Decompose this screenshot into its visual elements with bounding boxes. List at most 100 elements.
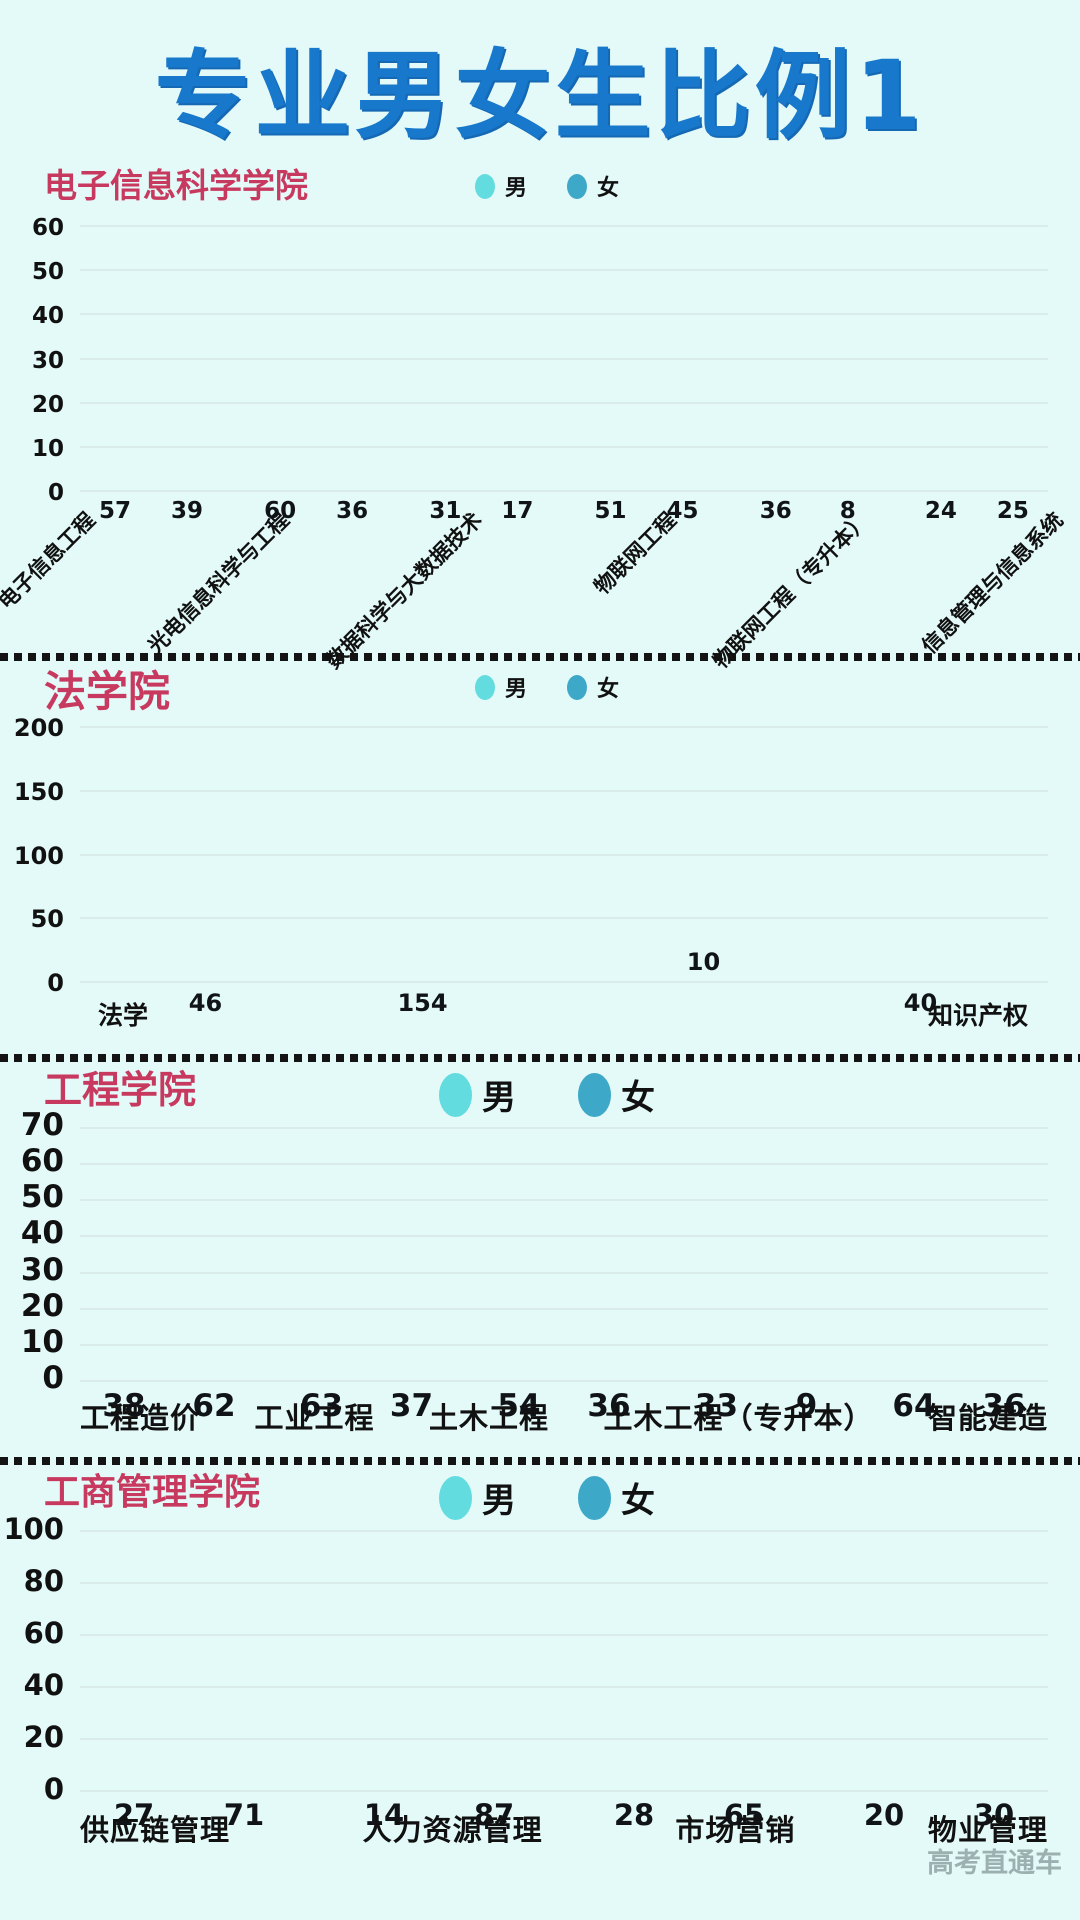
- college-title: 电子信息科学学院: [44, 166, 308, 205]
- bar-value-label: 9: [795, 1388, 818, 1424]
- y-tick-label: 0: [42, 1360, 64, 1396]
- y-tick-label: 60: [20, 1143, 64, 1180]
- x-category-text: 供应链管理: [80, 1813, 231, 1847]
- y-tick-label: 20: [23, 1720, 64, 1754]
- section-header: 工商管理学院男女: [44, 1473, 1050, 1525]
- bar-value-label: 33: [694, 1388, 739, 1424]
- gridline: [80, 1163, 1048, 1166]
- bar-value-label: 36: [336, 498, 369, 524]
- x-category-text: 智能建造: [927, 1401, 1048, 1435]
- bar-value-label: 38: [102, 1388, 146, 1424]
- gridline: [80, 1634, 1048, 1636]
- section-header: 法学院男女: [44, 668, 1050, 721]
- gridline: [80, 490, 1048, 492]
- bar-value-label: 25: [996, 498, 1029, 524]
- y-tick-label: 200: [13, 714, 64, 742]
- watermark: 高考直通车: [927, 1848, 1062, 1879]
- bar-value-label: 24: [924, 498, 957, 524]
- bar-groups: 38 62 63 37 54 36 33 9 64 36: [80, 1128, 1048, 1424]
- x-category-text: 市场营销: [675, 1813, 796, 1847]
- legend: 男女: [439, 1070, 655, 1119]
- legend-label: 男: [482, 1481, 516, 1521]
- y-tick-label: 50: [30, 905, 64, 934]
- bar-value-label: 36: [982, 1388, 1026, 1424]
- legend-label: 女: [597, 677, 620, 702]
- gridline: [80, 1307, 1048, 1310]
- y-tick-label: 40: [31, 303, 64, 330]
- bar-value-label: 62: [192, 1388, 236, 1424]
- dotted-divider: [0, 1457, 1080, 1465]
- bar-value-label: 17: [501, 498, 534, 524]
- gridline: [80, 445, 1048, 448]
- y-tick-label: 0: [47, 969, 64, 997]
- female-legend-dot-icon: [578, 1475, 611, 1520]
- x-category-text: 工业工程: [254, 1401, 375, 1435]
- x-category-text: 人力资源管理: [362, 1813, 543, 1847]
- bar-value-label: 28: [613, 1798, 655, 1832]
- bar-value-label: 30: [973, 1798, 1015, 1832]
- bar-value-label: 54: [497, 1388, 541, 1424]
- x-category-text: 数据科学与大数据技术: [321, 507, 487, 674]
- gridline: [80, 789, 1048, 792]
- x-category-text: 知识产权: [927, 1001, 1028, 1030]
- gridline: [80, 1686, 1048, 1688]
- y-tick-label: 20: [31, 391, 64, 418]
- plot-area: 0 50 100 150 200 46 154 10 40: [0, 714, 1080, 1017]
- gridline: [80, 1790, 1048, 1792]
- bar-groups: 46 154 10 40: [98, 727, 1028, 1017]
- bar-value-label: 57: [98, 498, 132, 524]
- legend-label: 女: [621, 1481, 655, 1521]
- bar-value-label: 31: [429, 498, 462, 524]
- x-category-text: 土木工程（专升本）: [603, 1401, 874, 1435]
- bar-value-label: 36: [759, 498, 792, 524]
- dotted-divider: [0, 653, 1080, 661]
- legend-label: 女: [621, 1078, 655, 1118]
- bar-value-label: 65: [723, 1798, 765, 1832]
- gridline: [80, 1530, 1048, 1532]
- bar-value-label: 87: [473, 1798, 515, 1832]
- legend-item-female: 女: [567, 671, 619, 703]
- male-legend-dot-icon: [439, 1072, 472, 1117]
- y-tick-label: 40: [20, 1215, 64, 1252]
- chart-section-0: 电子信息科学学院男女 0 10 20 30 40 50 60 57 39 60 36 31 17 51 45 3…: [0, 162, 1080, 673]
- gridline: [80, 726, 1048, 728]
- bar-value-label: 154: [397, 989, 448, 1017]
- x-category-label: 知识产权: [928, 996, 1028, 1044]
- bar-value-label: 40: [903, 989, 938, 1017]
- section-header: 工程学院 男女: [44, 1068, 1050, 1122]
- legend: 男女: [474, 170, 619, 202]
- legend-label: 男: [504, 677, 527, 702]
- gridline: [80, 1199, 1048, 1202]
- charts: 电子信息科学学院男女 0 10 20 30 40 50 60 57 39 60 36 31 17 51 45 3…: [0, 162, 1080, 1867]
- bar-value-label: 60: [264, 498, 297, 524]
- x-axis-labels: 工程造价 工业工程 土木工程 土木工程（专升本） 智能建造: [80, 1381, 1048, 1447]
- y-tick-label: 0: [47, 480, 64, 506]
- plot-area: 0 10 20 30 40 50 60 57 39 60 36 31 17 51 45 36 8 24 25: [0, 215, 1080, 524]
- bar-value-label: 46: [188, 989, 223, 1017]
- bar-value-label: 71: [223, 1798, 265, 1832]
- college-title: 工程学院: [44, 1068, 197, 1112]
- x-category-label: 工程造价: [80, 1395, 200, 1447]
- x-category-text: 信息管理与信息系统: [917, 507, 1068, 659]
- y-tick-label: 30: [31, 347, 64, 374]
- male-legend-dot-icon: [439, 1475, 472, 1520]
- y-tick-label: 40: [23, 1668, 64, 1702]
- gridline: [80, 225, 1048, 227]
- bar-value-label: 45: [666, 498, 699, 524]
- bar-groups: 27 71 14 87 28 65 20 30: [80, 1531, 1048, 1832]
- gridline: [80, 1127, 1048, 1129]
- legend-item-male: 男: [474, 170, 527, 202]
- x-category-text: 电子信息工程: [0, 507, 100, 614]
- legend: 男女: [474, 671, 619, 703]
- bar-value-label: 51: [594, 498, 627, 524]
- gridline: [80, 313, 1048, 316]
- male-legend-dot-icon: [474, 173, 495, 199]
- x-category-text: 土木工程: [428, 1401, 549, 1435]
- y-tick-label: 10: [31, 435, 64, 462]
- plot-area: 0 10 20 30 40 50 60 70 38 62 63 37 54 36 33 9 64 36: [0, 1107, 1080, 1424]
- y-tick-label: 100: [13, 841, 64, 870]
- gridline: [80, 401, 1048, 404]
- y-tick-label: 50: [31, 259, 64, 286]
- legend-item-female: 女: [567, 170, 619, 202]
